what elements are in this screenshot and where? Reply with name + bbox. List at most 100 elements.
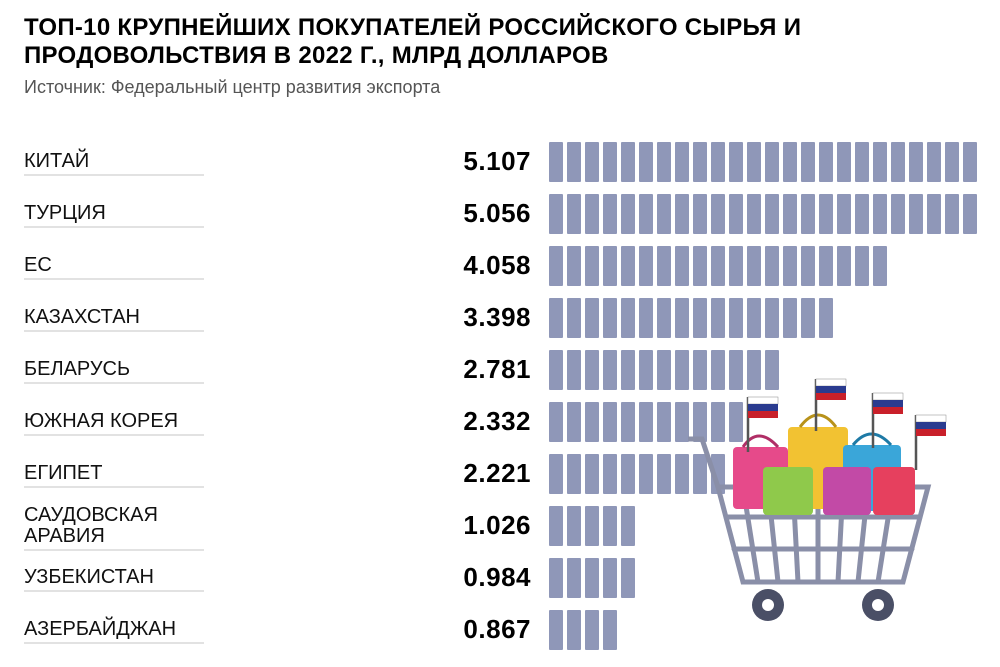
bar-segment	[657, 402, 671, 442]
bar-segment	[567, 506, 581, 546]
bar-segment	[585, 142, 599, 182]
bar-segment	[711, 350, 725, 390]
country-label: КИТАЙ	[24, 151, 89, 172]
country-label: САУДОВСКАЯ АРАВИЯ	[24, 505, 224, 547]
country-label: УЗБЕКИСТАН	[24, 567, 154, 588]
chart-row: УЗБЕКИСТАН0.984	[24, 554, 976, 602]
bar-segment	[585, 350, 599, 390]
bar-segment	[639, 402, 653, 442]
bar-segment	[747, 298, 761, 338]
bar-segment	[621, 402, 635, 442]
bar-segment	[567, 454, 581, 494]
bar-segment	[567, 194, 581, 234]
bar	[549, 402, 743, 442]
bar	[549, 558, 635, 598]
bar-segment	[675, 402, 689, 442]
bar-segment	[603, 246, 617, 286]
bar-segment	[621, 194, 635, 234]
bar-segment	[711, 246, 725, 286]
bar-segment	[603, 298, 617, 338]
bar-segment	[693, 142, 707, 182]
country-label: КАЗАХСТАН	[24, 307, 140, 328]
bar-segment	[783, 142, 797, 182]
bar-segment	[963, 194, 977, 234]
value-label: 2.332	[374, 406, 549, 437]
bar	[549, 298, 833, 338]
bar-segment	[567, 246, 581, 286]
bar	[549, 506, 635, 546]
bar-segment	[693, 454, 707, 494]
bar-segment	[801, 246, 815, 286]
bar-segment	[693, 246, 707, 286]
value-label: 5.056	[374, 198, 549, 229]
bar-segment	[603, 350, 617, 390]
bar-segment	[603, 558, 617, 598]
bar-segment	[585, 506, 599, 546]
bar-segment	[711, 298, 725, 338]
bar-segment	[549, 142, 563, 182]
chart-row: КАЗАХСТАН 3.398	[24, 294, 976, 342]
bar-segment	[729, 298, 743, 338]
label-underline	[24, 382, 204, 384]
bar-segment	[819, 194, 833, 234]
bar-segment	[711, 194, 725, 234]
value-label: 2.221	[374, 458, 549, 489]
value-label: 2.781	[374, 354, 549, 385]
bar-segment	[729, 350, 743, 390]
bar-segment	[855, 194, 869, 234]
bar-segment	[693, 298, 707, 338]
bar-segment	[567, 610, 581, 650]
bar-segment	[567, 402, 581, 442]
value-label: 3.398	[374, 302, 549, 333]
bar	[549, 246, 887, 286]
bar-segment	[585, 454, 599, 494]
bar-segment	[765, 142, 779, 182]
bar-segment	[945, 194, 959, 234]
value-label: 5.107	[374, 146, 549, 177]
bar-segment	[819, 298, 833, 338]
bar-segment	[657, 142, 671, 182]
country-label: ТУРЦИЯ	[24, 203, 106, 224]
bar-segment	[549, 246, 563, 286]
bar-segment	[549, 350, 563, 390]
bar	[549, 454, 725, 494]
bar-segment	[621, 142, 635, 182]
bar	[549, 142, 977, 182]
bar-segment	[909, 194, 923, 234]
bar-segment	[549, 402, 563, 442]
bar-segment	[639, 142, 653, 182]
bar-segment	[675, 350, 689, 390]
bar-segment	[585, 610, 599, 650]
value-label: 0.867	[374, 614, 549, 645]
bar	[549, 350, 779, 390]
chart-title: ТОП-10 КРУПНЕЙШИХ ПОКУПАТЕЛЕЙ РОССИЙСКОГ…	[24, 14, 976, 71]
bar	[549, 194, 977, 234]
bar-segment	[909, 142, 923, 182]
country-label: АЗЕРБАЙДЖАН	[24, 619, 176, 640]
bar-segment	[855, 246, 869, 286]
bar-segment	[783, 246, 797, 286]
bar-segment	[837, 142, 851, 182]
bar-segment	[621, 350, 635, 390]
country-label: ЕГИПЕТ	[24, 463, 102, 484]
bar-segment	[657, 194, 671, 234]
bar-segment	[945, 142, 959, 182]
chart-row: ТУРЦИЯ 5.056	[24, 190, 976, 238]
bar-segment	[657, 246, 671, 286]
bar-segment	[549, 506, 563, 546]
bar-segment	[711, 402, 725, 442]
bar-segment	[675, 194, 689, 234]
bar-segment	[621, 506, 635, 546]
bar-segment	[891, 194, 905, 234]
bar-segment	[693, 402, 707, 442]
bar-segment	[837, 246, 851, 286]
bar-segment	[873, 246, 887, 286]
label-underline	[24, 226, 204, 228]
bar-segment	[621, 298, 635, 338]
bar-segment	[873, 194, 887, 234]
country-label: ЕС	[24, 255, 52, 276]
bar-chart: КИТАЙ5.107ТУРЦИЯ5.056ЕС4.058КАЗАХСТАН3.3…	[24, 138, 976, 654]
bar-segment	[657, 298, 671, 338]
label-underline	[24, 174, 204, 176]
bar-segment	[963, 142, 977, 182]
